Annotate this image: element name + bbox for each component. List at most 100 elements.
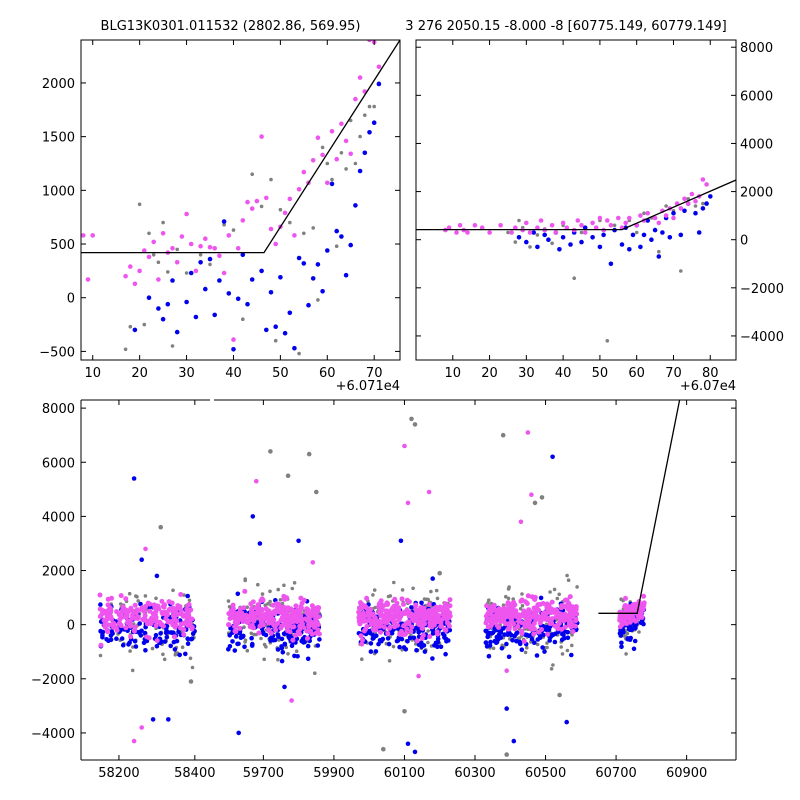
pink-point [641,593,647,599]
pink-point [422,621,428,627]
pink-point [573,606,579,612]
pink-point [234,611,240,617]
blue-point [320,289,325,294]
x-tick-label: 20 [131,366,148,381]
blue-point [126,642,131,647]
gray-point [426,597,431,602]
pink-point [98,642,104,648]
blue-point [447,627,453,633]
blue-point [368,641,374,646]
blue-point [376,81,382,87]
pink-point [559,603,565,609]
blue-point [260,629,266,635]
x-tick-label: 10 [445,366,462,381]
y-tick-label: 500 [50,238,75,253]
pink-point [638,610,644,616]
blue-point [485,634,491,640]
blue-point [198,260,203,265]
blue-point [565,635,571,641]
panel-1: 10 20 30 40 50 60 70 −500 0 500 1000 1500 2000 BLG13K… [39,19,401,394]
pink-point [597,215,603,221]
x-tick-label: 20 [481,366,498,381]
pink-point [414,638,420,644]
outlier-point [253,478,259,484]
axes-frame [80,39,401,361]
gray-point [525,645,529,650]
pink-point [104,616,110,622]
pink-point [531,620,537,626]
pink-point [540,601,546,606]
pink-point [133,610,139,616]
gray-point [513,240,518,244]
pink-point [531,605,537,611]
blue-point [532,640,537,645]
pink-point [387,624,393,630]
pink-point [132,624,138,630]
pink-point [102,622,108,628]
blue-point [164,634,170,640]
blue-point [100,633,105,638]
outlier-point [405,500,411,506]
x-tick-label: 30 [518,366,535,381]
pink-point [123,625,129,631]
pink-point [573,616,579,622]
blue-point [397,644,402,650]
gray-point [517,636,522,640]
blue-point [414,648,419,653]
pink-point [114,627,120,633]
outlier-point [504,668,510,673]
blue-point [367,130,372,135]
pink-point [498,223,503,228]
pink-point [132,602,138,608]
blue-point [492,638,498,644]
pink-point [465,230,470,235]
pink-point [545,631,551,637]
gray-point [353,161,358,166]
blue-point [264,327,269,333]
pink-point [507,611,513,617]
gray-point [161,652,165,657]
blue-point [537,635,543,640]
outlier-point [398,538,404,544]
gray-point [266,602,270,606]
gray-point [575,585,579,589]
blue-point [233,634,239,639]
pink-point [424,609,430,615]
gray-point [241,317,245,322]
pink-point [376,64,382,70]
pink-point [426,602,432,607]
gray-point [198,253,203,257]
pink-point [255,602,261,608]
pink-point [263,611,269,617]
pink-point [250,625,256,630]
pink-point [235,246,241,251]
gray-point [373,605,378,610]
gray-point [517,218,521,223]
outlier-point [188,679,194,684]
pink-point [178,621,184,627]
blue-point [357,168,363,174]
pink-point [188,607,194,613]
gray-point [98,653,103,658]
gray-point [137,202,142,207]
gray-point [263,603,268,607]
pink-point [503,621,509,627]
blue-point [275,647,281,652]
pink-point [309,603,315,609]
pink-point [532,594,538,600]
pink-point [515,623,521,629]
pink-point [406,599,412,605]
gray-point [612,223,617,228]
gray-point [302,231,306,236]
blue-point [207,256,213,262]
y-tick-label: 4000 [42,510,75,525]
pink-point [489,618,495,624]
pink-point [511,603,517,609]
pink-point [123,614,129,620]
blue-point [367,630,373,636]
blue-point [278,275,283,280]
pink-point [446,623,452,629]
gray-point [570,643,574,648]
gray-point [555,596,560,601]
blue-point [306,302,311,308]
